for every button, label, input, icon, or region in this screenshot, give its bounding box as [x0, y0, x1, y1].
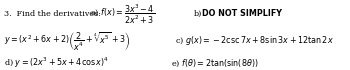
Text: a) $f(x) = \dfrac{3x^3-4}{2x^2+3}$: a) $f(x) = \dfrac{3x^3-4}{2x^2+3}$	[90, 2, 155, 26]
Text: DO NOT SIMPLIFY: DO NOT SIMPLIFY	[202, 10, 282, 18]
Text: $y = (x^2 + 6x + 2)\left(\dfrac{2}{x^4} + \sqrt[4]{x^5} + 3\right)$: $y = (x^2 + 6x + 2)\left(\dfrac{2}{x^4} …	[4, 30, 130, 52]
Text: b): b)	[194, 10, 203, 18]
Text: d) $y = (2x^3 + 5x + 4\cos x)^4$: d) $y = (2x^3 + 5x + 4\cos x)^4$	[4, 56, 108, 70]
Text: c) $g(x) = -2\csc 7x + 8\sin 3x + 12\tan 2x$: c) $g(x) = -2\csc 7x + 8\sin 3x + 12\tan…	[175, 34, 334, 47]
Text: 3.  Find the derivatives:: 3. Find the derivatives:	[4, 10, 100, 18]
Text: e) $f(\theta) = 2\tan(\sin(8\theta))$: e) $f(\theta) = 2\tan(\sin(8\theta))$	[171, 57, 258, 69]
